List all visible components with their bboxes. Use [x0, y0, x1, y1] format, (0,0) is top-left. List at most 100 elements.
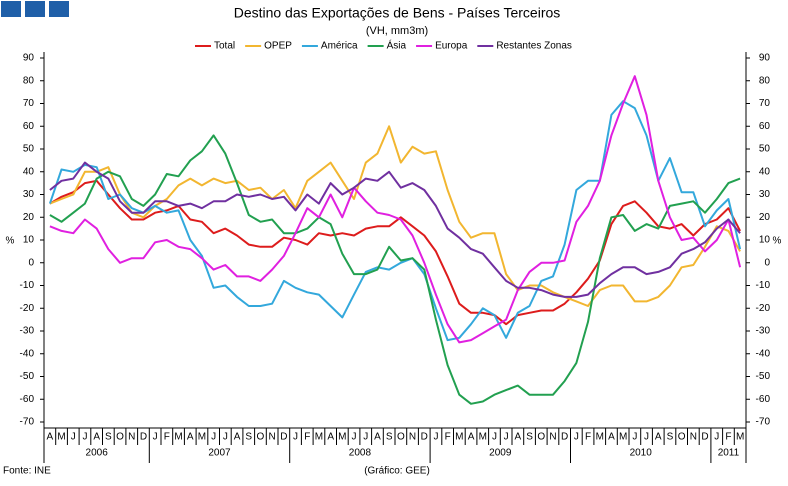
- x-tick-label: S: [245, 432, 252, 443]
- x-tick-label: F: [304, 432, 310, 443]
- x-tick-label: A: [655, 432, 662, 443]
- year-label: 2011: [718, 448, 740, 459]
- x-tick-label: A: [234, 432, 241, 443]
- logo-square: [49, 1, 69, 17]
- source: Fonte: INE: [3, 466, 51, 477]
- legend-label: América: [321, 41, 358, 52]
- x-tick-label: M: [736, 432, 744, 443]
- y-tick-label: 10: [23, 235, 35, 246]
- y-tick-label: 60: [23, 121, 35, 132]
- x-tick-label: J: [352, 432, 357, 443]
- x-tick-label: J: [433, 432, 438, 443]
- x-tick-label: J: [492, 432, 497, 443]
- x-tick-label: J: [293, 432, 298, 443]
- x-tick-label: J: [504, 432, 509, 443]
- x-tick-label: J: [632, 432, 637, 443]
- y2-tick-label: -60: [756, 394, 771, 405]
- y2-tick-label: 70: [759, 98, 771, 109]
- series-line: [48, 100, 742, 342]
- legend-label: OPEP: [264, 41, 292, 52]
- y2-tick-label: -10: [756, 280, 771, 291]
- x-tick-label: O: [678, 432, 686, 443]
- x-tick-label: J: [223, 432, 228, 443]
- logo-square: [1, 1, 21, 17]
- x-tick-label: A: [187, 432, 194, 443]
- x-tick-label: N: [409, 432, 416, 443]
- x-tick-label: J: [574, 432, 579, 443]
- x-tick-label: M: [198, 432, 206, 443]
- y-tick-label: -20: [20, 303, 35, 314]
- x-tick-label: A: [608, 432, 615, 443]
- x-tick-label: A: [327, 432, 334, 443]
- legend-label: Ásia: [387, 39, 407, 52]
- x-tick-label: D: [421, 432, 428, 443]
- series-line: [49, 161, 741, 298]
- y-axis-label: %: [6, 236, 15, 247]
- x-tick-label: A: [374, 432, 381, 443]
- legend-label: Total: [214, 41, 235, 52]
- y-tick-label: -10: [20, 280, 35, 291]
- y-tick-label: 80: [23, 75, 35, 86]
- y2-tick-label: 60: [759, 121, 771, 132]
- y2-tick-label: 90: [759, 53, 771, 64]
- y2-tick-label: 40: [759, 166, 771, 177]
- x-tick-label: M: [455, 432, 463, 443]
- y2-axis-label: %: [773, 236, 782, 247]
- chart-title: Destino das Exportações de Bens - Países…: [234, 5, 561, 21]
- y2-tick-label: -30: [756, 326, 771, 337]
- year-label: 2007: [208, 448, 231, 459]
- year-label: 2006: [86, 448, 109, 459]
- x-tick-label: N: [549, 432, 556, 443]
- y2-tick-label: -40: [756, 348, 771, 359]
- y-tick-label: 20: [23, 212, 35, 223]
- x-tick-label: D: [701, 432, 708, 443]
- x-tick-label: J: [211, 432, 216, 443]
- logo-square: [25, 1, 45, 17]
- y-tick-label: 40: [23, 166, 35, 177]
- y-tick-label: 0: [28, 257, 34, 268]
- x-tick-label: D: [561, 432, 568, 443]
- year-label: 2008: [349, 448, 372, 459]
- series-line: [49, 75, 742, 344]
- x-tick-label: N: [269, 432, 276, 443]
- y2-tick-label: 50: [759, 144, 771, 155]
- y-tick-label: 70: [23, 98, 35, 109]
- x-tick-label: A: [515, 432, 522, 443]
- y-tick-label: -50: [20, 371, 35, 382]
- x-tick-label: O: [397, 432, 405, 443]
- y-tick-label: 30: [23, 189, 35, 200]
- year-label: 2010: [630, 448, 653, 459]
- x-tick-label: O: [537, 432, 545, 443]
- x-tick-label: M: [479, 432, 487, 443]
- y2-tick-label: -20: [756, 303, 771, 314]
- y-tick-label: 50: [23, 144, 35, 155]
- x-tick-label: F: [164, 432, 170, 443]
- x-tick-label: F: [725, 432, 731, 443]
- x-tick-label: F: [585, 432, 591, 443]
- y2-tick-label: 80: [759, 75, 771, 86]
- x-tick-label: J: [714, 432, 719, 443]
- y-tick-label: 90: [23, 53, 35, 64]
- x-tick-label: M: [596, 432, 604, 443]
- x-tick-label: J: [153, 432, 158, 443]
- x-tick-label: N: [690, 432, 697, 443]
- x-tick-label: M: [338, 432, 346, 443]
- x-tick-label: J: [82, 432, 87, 443]
- x-tick-label: J: [71, 432, 76, 443]
- y-tick-label: -70: [20, 417, 35, 428]
- chart-subtitle: (VH, mm3m): [366, 25, 428, 37]
- x-tick-label: F: [445, 432, 451, 443]
- series-line: [49, 125, 741, 307]
- credit: (Gráfico: GEE): [364, 466, 430, 477]
- series-line: [49, 134, 741, 405]
- y2-tick-label: -70: [756, 417, 771, 428]
- x-tick-label: J: [363, 432, 368, 443]
- x-tick-label: D: [280, 432, 287, 443]
- y2-tick-label: 20: [759, 212, 771, 223]
- x-tick-label: M: [57, 432, 65, 443]
- x-tick-label: M: [174, 432, 182, 443]
- x-tick-label: S: [667, 432, 674, 443]
- x-tick-label: S: [386, 432, 393, 443]
